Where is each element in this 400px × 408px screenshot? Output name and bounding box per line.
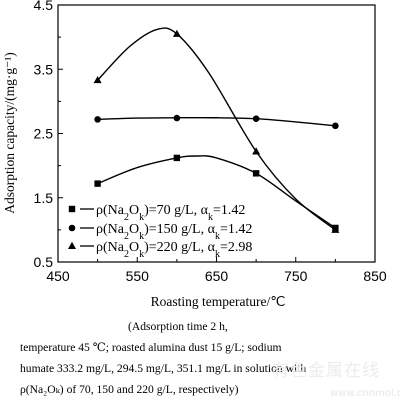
y-tick-label: 3.5 [34,61,54,77]
legend-text: O [129,240,139,255]
series-markers [93,29,340,233]
legend-subscript: 2 [124,212,129,223]
y-axis-ticks: 0.5 1.5 2.5 3.5 4.5 [34,0,63,270]
legend-subscript: k [139,231,144,242]
y-tick-label: 4.5 [34,0,54,13]
legend-text: =1.42 [213,203,245,218]
data-point-triangle [172,29,181,37]
data-point-circle [252,115,260,123]
data-point-circle [94,116,101,123]
legend-text: O [129,222,139,237]
x-tick-label: 850 [363,268,387,284]
legend-text: ρ(Na [96,240,125,255]
data-point-square [94,180,101,187]
y-tick-label: 1.5 [34,190,54,206]
legend-marker-square [68,205,76,213]
data-point-triangle [93,75,102,84]
legend-text: )=150 g/L, α [144,222,215,237]
figure-caption: (Adsorption time 2 h, temperature 45 ℃; … [20,316,392,400]
legend-marker-circle [68,224,76,232]
series-lines [97,27,336,231]
legend-subscript: k [215,231,220,242]
data-point-triangle [252,147,261,155]
x-tick-label: 650 [205,268,229,284]
data-point-circle [173,114,181,122]
legend-marker-triangle [68,241,76,249]
legend: ρ(Na2Ok)=70 g/L, αk=1.42ρ(Na2Ok)=150 g/L… [68,203,252,260]
caption-line: (Adsorption time 2 h, [128,320,228,333]
y-axis-label: Adsorption capacity/(mg·g⁻¹) [2,52,17,214]
series-line-2 [97,116,336,127]
legend-text: ρ(Na [96,203,125,218]
x-tick-label: 450 [46,268,70,284]
y-tick-label: 2.5 [34,126,54,142]
legend-text: ρ(Na [96,222,125,237]
x-axis-label: Roasting temperature/℃ [151,294,286,309]
legend-label: ρ(Na2Ok)=70 g/L, αk=1.42 [96,203,245,223]
data-point-square [252,170,260,177]
legend-subscript: 2 [124,249,129,260]
chart: 450 550 650 750 850 0.51.52.53.54.5 ρ(Na2Ok)… [2,0,387,309]
watermark-text: 有色金属在线 [272,361,380,381]
legend-subscript: k [139,249,144,260]
watermark-url: www.cnnmol.com [330,388,400,399]
legend-subscript: k [215,249,220,260]
x-axis-ticks: 450 550 650 750 850 [46,257,387,284]
data-point-square [173,154,181,162]
legend-label: ρ(Na2Ok)=220 g/L, αk=2.98 [96,240,252,260]
legend-text: )=70 g/L, α [144,203,208,218]
legend-text: =1.42 [220,222,252,237]
data-point-circle [332,122,339,130]
caption-line: humate 333.2 mg/L, 294.5 mg/L, 351.1 mg/… [20,362,307,375]
x-tick-label: 550 [126,268,150,284]
caption-line: ρ(Na₂Oₖ) of 70, 150 and 220 g/L, respect… [20,383,239,396]
legend-text: O [129,203,139,218]
legend-subscript: 2 [124,231,129,242]
legend-subscript: k [208,212,213,223]
x-tick-label: 750 [284,268,308,284]
data-point-triangle [331,225,340,233]
legend-label: ρ(Na2Ok)=150 g/L, αk=1.42 [96,222,252,242]
series-line-1 [97,155,336,229]
y-tick-label: 0.5 [34,254,54,270]
legend-text: =2.98 [220,240,252,255]
legend-text: )=220 g/L, α [144,240,215,255]
legend-subscript: k [139,212,144,223]
series-line-3 [97,27,336,231]
caption-line: temperature 45 ℃; roasted alumina dust 1… [20,341,282,354]
